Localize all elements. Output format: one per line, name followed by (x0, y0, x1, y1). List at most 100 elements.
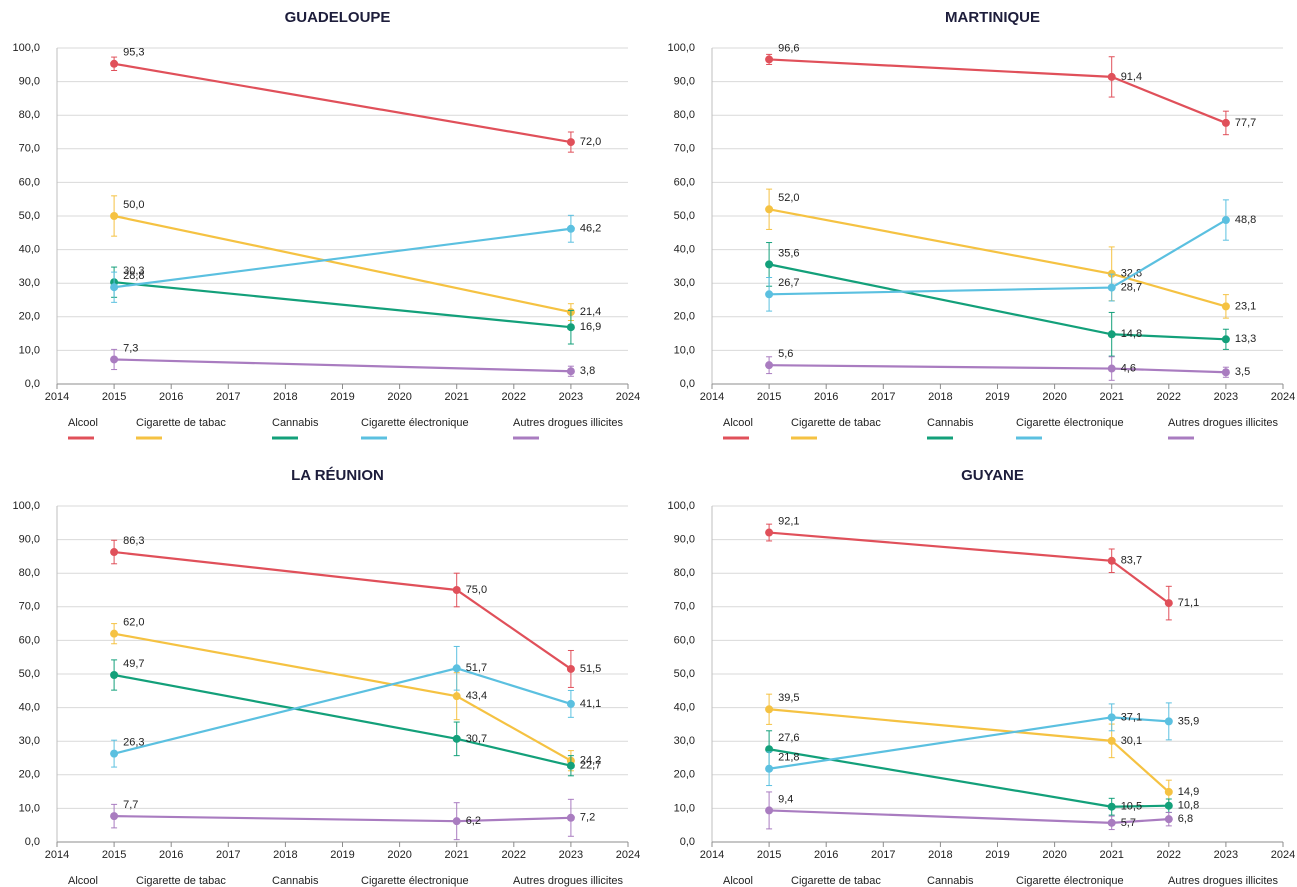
data-point (566, 664, 575, 673)
y-tick-label: 0,0 (680, 378, 695, 390)
data-point (765, 745, 774, 754)
data-point (1107, 818, 1116, 827)
y-tick-label: 50,0 (674, 668, 695, 680)
data-point (1107, 802, 1116, 811)
data-point (110, 812, 119, 821)
legend-label: Cigarette électronique (361, 875, 469, 887)
data-label: 5,7 (1121, 817, 1136, 829)
data-point (566, 224, 575, 233)
data-label: 28,7 (1121, 281, 1142, 293)
y-tick-label: 60,0 (19, 634, 40, 646)
data-label: 26,3 (123, 737, 144, 749)
legend-label: Alcool (68, 875, 98, 887)
data-label: 10,5 (1121, 801, 1142, 813)
legend-label: Cannabis (927, 875, 974, 887)
y-tick-label: 70,0 (674, 601, 695, 613)
data-label: 7,3 (123, 342, 138, 354)
x-tick-label: 2022 (502, 849, 526, 861)
series-line (768, 263, 1226, 341)
x-tick-label: 2018 (273, 849, 297, 861)
data-label: 13,3 (1235, 333, 1256, 345)
data-label: 3,8 (580, 365, 595, 377)
series-line (769, 531, 1170, 604)
legend-label: Autres drogues illicites (1168, 875, 1279, 887)
data-label: 9,4 (778, 793, 793, 805)
y-tick-label: 10,0 (19, 344, 40, 356)
legend-label: Autres drogues illicites (513, 875, 624, 887)
data-point (1107, 330, 1116, 339)
x-tick-label: 2015 (757, 391, 781, 403)
data-point (566, 813, 575, 822)
data-point (452, 817, 461, 826)
y-tick-label: 70,0 (19, 601, 40, 613)
y-tick-label: 80,0 (674, 567, 695, 579)
data-label: 91,4 (1121, 71, 1142, 83)
data-label: 10,8 (1178, 800, 1199, 812)
y-tick-label: 80,0 (674, 109, 695, 121)
data-label: 62,0 (123, 617, 144, 629)
data-point (110, 548, 119, 557)
x-tick-label: 2024 (616, 391, 640, 403)
legend-label: Cigarette électronique (1016, 875, 1124, 887)
x-tick-label: 2017 (871, 391, 895, 403)
chart-panel: LA RÉUNION 0,0 10,0 20,0 30,0 40,0 50,0 60,0 70,… (12, 467, 640, 887)
data-point (110, 629, 119, 638)
y-tick-label: 30,0 (674, 277, 695, 289)
x-tick-label: 2020 (1042, 391, 1066, 403)
data-label: 49,7 (123, 658, 144, 670)
y-tick-label: 0,0 (25, 378, 40, 390)
x-tick-label: 2015 (102, 849, 126, 861)
x-tick-label: 2019 (985, 391, 1009, 403)
x-tick-label: 2016 (814, 849, 838, 861)
x-tick-label: 2016 (814, 391, 838, 403)
data-label: 72,0 (580, 136, 601, 148)
data-label: 21,4 (580, 306, 601, 318)
data-point (566, 761, 575, 770)
data-label: 23,1 (1235, 300, 1256, 312)
legend-label: Cigarette de tabac (791, 417, 881, 429)
data-label: 83,7 (1121, 555, 1142, 567)
data-label: 39,5 (778, 692, 799, 704)
data-label: 3,5 (1235, 366, 1250, 378)
x-tick-label: 2017 (216, 391, 240, 403)
y-tick-label: 80,0 (19, 567, 40, 579)
data-label: 35,6 (778, 247, 799, 259)
data-point (1221, 335, 1230, 344)
y-tick-label: 50,0 (674, 210, 695, 222)
series-line (113, 227, 572, 289)
data-point (452, 692, 461, 701)
data-label: 71,1 (1178, 597, 1199, 609)
series-line (768, 208, 1227, 308)
y-tick-label: 90,0 (674, 534, 695, 546)
y-tick-label: 30,0 (674, 735, 695, 747)
legend-label: Cigarette de tabac (791, 875, 881, 887)
series-line (769, 364, 1226, 374)
series-line (113, 62, 572, 144)
x-tick-label: 2021 (444, 849, 468, 861)
y-tick-label: 0,0 (680, 836, 695, 848)
x-tick-label: 2016 (159, 849, 183, 861)
data-point (1107, 72, 1116, 81)
data-label: 52,0 (778, 192, 799, 204)
data-point (110, 212, 119, 220)
data-point (765, 205, 774, 214)
y-tick-label: 60,0 (19, 176, 40, 188)
y-tick-label: 20,0 (19, 311, 40, 323)
x-tick-label: 2022 (502, 391, 526, 403)
x-tick-label: 2022 (1157, 849, 1181, 861)
y-tick-label: 20,0 (19, 769, 40, 781)
x-tick-label: 2015 (757, 849, 781, 861)
data-label: 30,1 (1121, 735, 1142, 747)
data-point (452, 586, 461, 594)
x-tick-label: 2021 (1099, 849, 1123, 861)
y-tick-label: 70,0 (19, 143, 40, 155)
x-tick-label: 2023 (1214, 391, 1238, 403)
x-tick-label: 2024 (1271, 391, 1295, 403)
y-tick-label: 50,0 (19, 210, 40, 222)
series-line (769, 58, 1227, 124)
x-tick-label: 2014 (700, 849, 724, 861)
data-point (1107, 556, 1116, 565)
data-point (1164, 717, 1173, 726)
x-tick-label: 2024 (616, 849, 640, 861)
data-label: 7,7 (123, 799, 138, 811)
